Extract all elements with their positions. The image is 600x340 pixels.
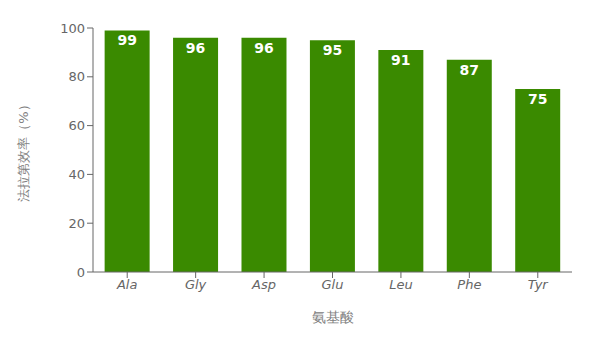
svg-text:Asp: Asp [251,277,276,292]
svg-text:40: 40 [68,167,85,182]
svg-text:91: 91 [391,52,410,68]
svg-text:60: 60 [68,118,85,133]
svg-text:Glu: Glu [322,277,344,292]
svg-text:80: 80 [68,69,85,84]
svg-text:96: 96 [186,40,205,56]
svg-text:Ala: Ala [116,277,138,292]
svg-text:87: 87 [460,62,479,78]
svg-text:0: 0 [77,265,85,280]
svg-text:100: 100 [60,21,85,36]
svg-text:99: 99 [117,32,136,48]
svg-text:Leu: Leu [389,277,412,292]
svg-text:75: 75 [528,91,547,107]
svg-text:Gly: Gly [185,277,207,292]
svg-text:法拉第效率（%）: 法拉第效率（%） [16,98,31,201]
svg-text:氨基酸: 氨基酸 [312,309,354,325]
svg-text:20: 20 [68,216,85,231]
svg-text:Phe: Phe [457,277,481,292]
svg-text:96: 96 [254,40,273,56]
svg-text:95: 95 [323,42,342,58]
svg-text:Tyr: Tyr [528,277,550,292]
